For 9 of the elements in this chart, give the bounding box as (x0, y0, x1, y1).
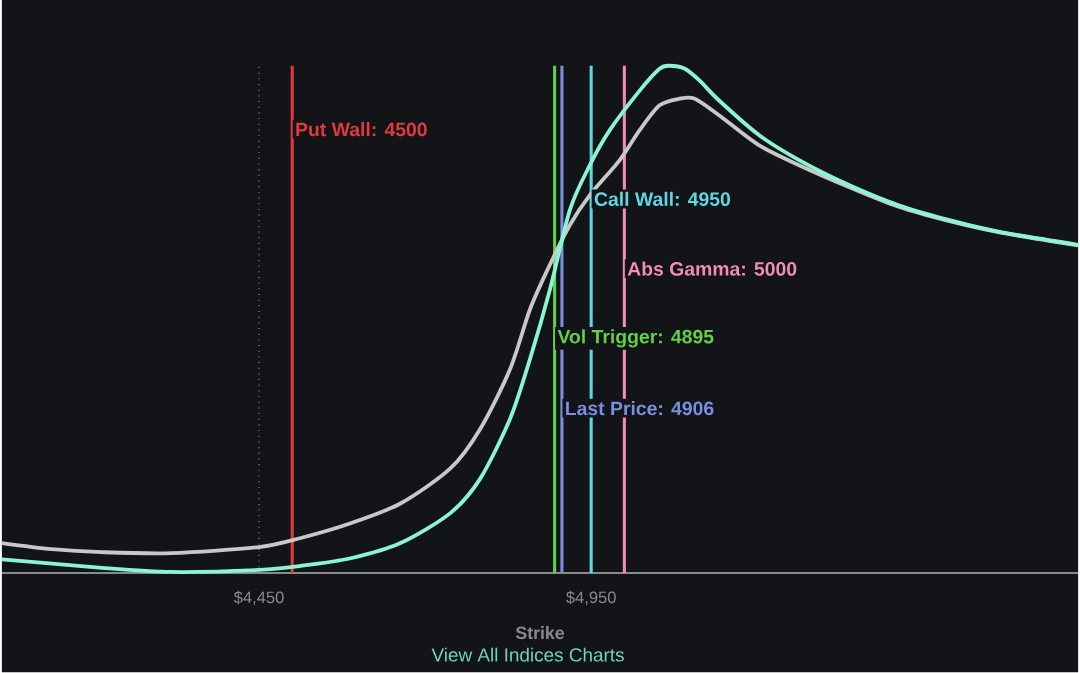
ref-line-label: Call Wall: 4950 (594, 191, 731, 207)
ref-line-label: Put Wall: 4500 (296, 122, 427, 137)
ref-line-label: Abs Gamma: 5000 (627, 261, 797, 276)
x-axis-title: Strike (515, 626, 565, 640)
ref-line-label: Vol Trigger: 4895 (557, 329, 714, 348)
text: View All Indices Charts (431, 647, 624, 662)
x-tick-label: $4,950 (566, 590, 616, 606)
x-tick-label: $4,450 (233, 590, 284, 606)
ref-line-label: Last Price: 4906 (566, 401, 714, 416)
